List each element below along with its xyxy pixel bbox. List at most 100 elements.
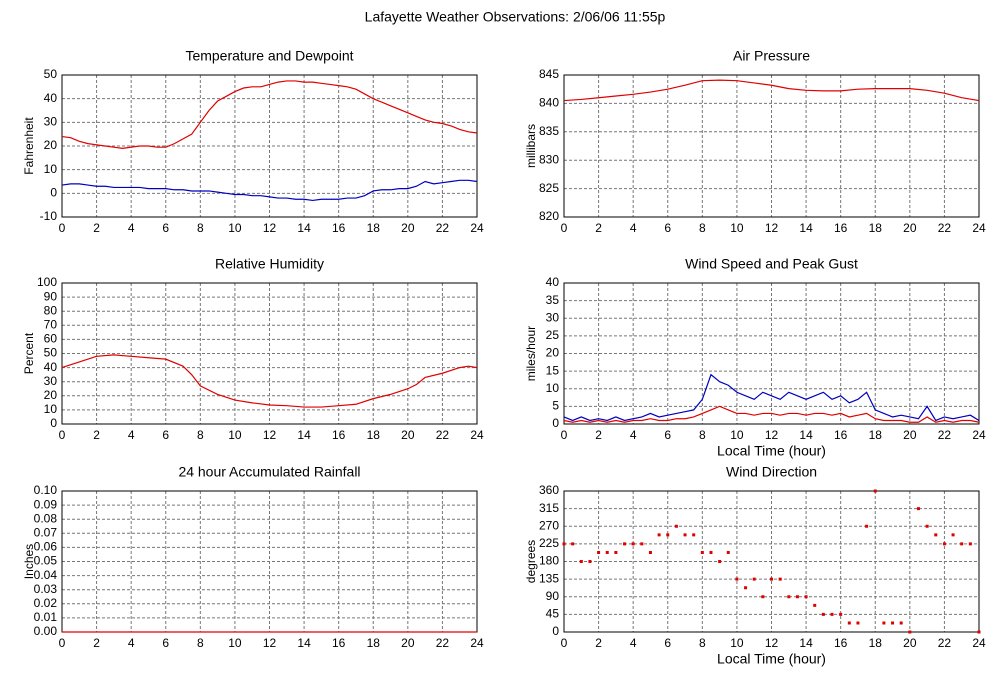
y-tick-label: 0.09 [34,497,58,511]
x-tick-label: 6 [664,221,671,235]
scatter-point [865,524,869,528]
x-tick-label: 24 [470,428,484,442]
line-series [61,80,478,149]
x-tick-label: 16 [332,221,346,235]
x-tick-label: 12 [765,428,779,442]
plot-frame [563,282,980,425]
y-tick-label: 840 [539,96,559,110]
y-axis-label: Fahrenheit [22,117,36,175]
x-tick-label: 4 [128,636,135,650]
scatter-point [795,595,799,599]
x-tick-label: 6 [162,221,169,235]
line-series [61,354,478,408]
scatter-point [597,550,601,554]
y-tick-label: 10 [546,381,560,395]
line-series [563,79,980,102]
y-tick-label: 40 [546,275,560,289]
x-tick-label: 2 [93,428,100,442]
y-tick-label: 0 [552,624,559,638]
x-tick-label: 18 [367,636,381,650]
scatter-point [718,560,722,563]
y-tick-label: 15 [546,363,560,377]
y-tick-label: 0.04 [34,568,58,582]
y-tick-label: 10 [44,162,58,176]
x-tick-label: 8 [699,221,706,235]
y-tick-label: 10 [44,402,58,416]
y-axis-label: Inches [22,544,36,579]
y-tick-label: 90 [546,589,560,603]
y-tick-label: 0 [50,416,57,430]
y-tick-label: 0.02 [34,596,58,610]
x-tick-label: 14 [799,221,813,235]
x-tick-label: 4 [630,636,637,650]
scatter-point [821,612,825,616]
x-axis-label: Local Time (hour) [717,651,826,667]
scatter-point [605,550,609,554]
scatter-point [588,560,592,563]
y-tick-label: 30 [44,374,58,388]
y-tick-label: 0.08 [34,511,58,525]
y-tick-label: 820 [539,209,559,223]
x-tick-label: 22 [436,636,450,650]
scatter-point [761,595,765,599]
scatter-point [709,550,713,554]
x-axis-label: Local Time (hour) [717,443,826,459]
plot-frame [61,282,478,425]
scatter-point [657,533,661,537]
y-tick-label: 0.10 [34,483,58,497]
plot-frame [61,74,478,218]
y-tick-label: 0.01 [34,610,58,624]
scatter-point [700,550,704,554]
x-tick-label: 10 [730,221,744,235]
chart-title: Temperature and Dewpoint [185,48,353,64]
y-tick-label: 0 [50,186,57,200]
plot-frame [563,490,980,633]
y-tick-label: 45 [546,607,560,621]
scatter-point [735,577,739,581]
scatter-point [640,542,644,546]
x-tick-label: 12 [263,636,277,650]
y-tick-label: 845 [539,67,559,81]
y-tick-label: 20 [546,346,560,360]
scatter-point [873,489,877,493]
x-tick-label: 0 [59,636,66,650]
scatter-point [752,577,756,581]
x-tick-label: 20 [903,636,917,650]
x-tick-label: 22 [436,428,450,442]
chart-title: Relative Humidity [215,256,324,272]
y-tick-label: 0.05 [34,554,58,568]
x-tick-label: 10 [228,636,242,650]
y-tick-label: 315 [539,501,559,515]
x-tick-label: 4 [630,428,637,442]
x-tick-label: 0 [561,428,568,442]
plot-frame [563,74,980,218]
y-tick-label: 30 [546,310,560,324]
x-tick-label: 16 [332,636,346,650]
y-tick-label: 100 [37,275,57,289]
y-axis-label: miles/hour [524,326,538,381]
y-tick-label: 830 [539,152,559,166]
x-tick-label: 10 [730,428,744,442]
x-tick-label: 4 [630,221,637,235]
scatter-point [623,542,627,546]
x-tick-label: 8 [197,221,204,235]
y-tick-label: 90 [44,289,58,303]
x-tick-label: 22 [938,221,952,235]
scatter-point [934,533,938,537]
x-tick-label: 6 [162,428,169,442]
x-tick-label: 22 [436,221,450,235]
scatter-point [787,595,791,599]
scatter-point [968,542,972,546]
scatter-point [674,524,678,528]
x-tick-label: 14 [799,636,813,650]
x-tick-label: 0 [561,221,568,235]
x-tick-label: 2 [93,221,100,235]
y-tick-label: 40 [44,91,58,105]
x-tick-label: 6 [664,636,671,650]
scatter-point [648,550,652,554]
x-tick-label: 16 [834,428,848,442]
y-tick-label: 135 [539,571,559,585]
y-tick-label: 50 [44,346,58,360]
x-tick-label: 10 [228,428,242,442]
